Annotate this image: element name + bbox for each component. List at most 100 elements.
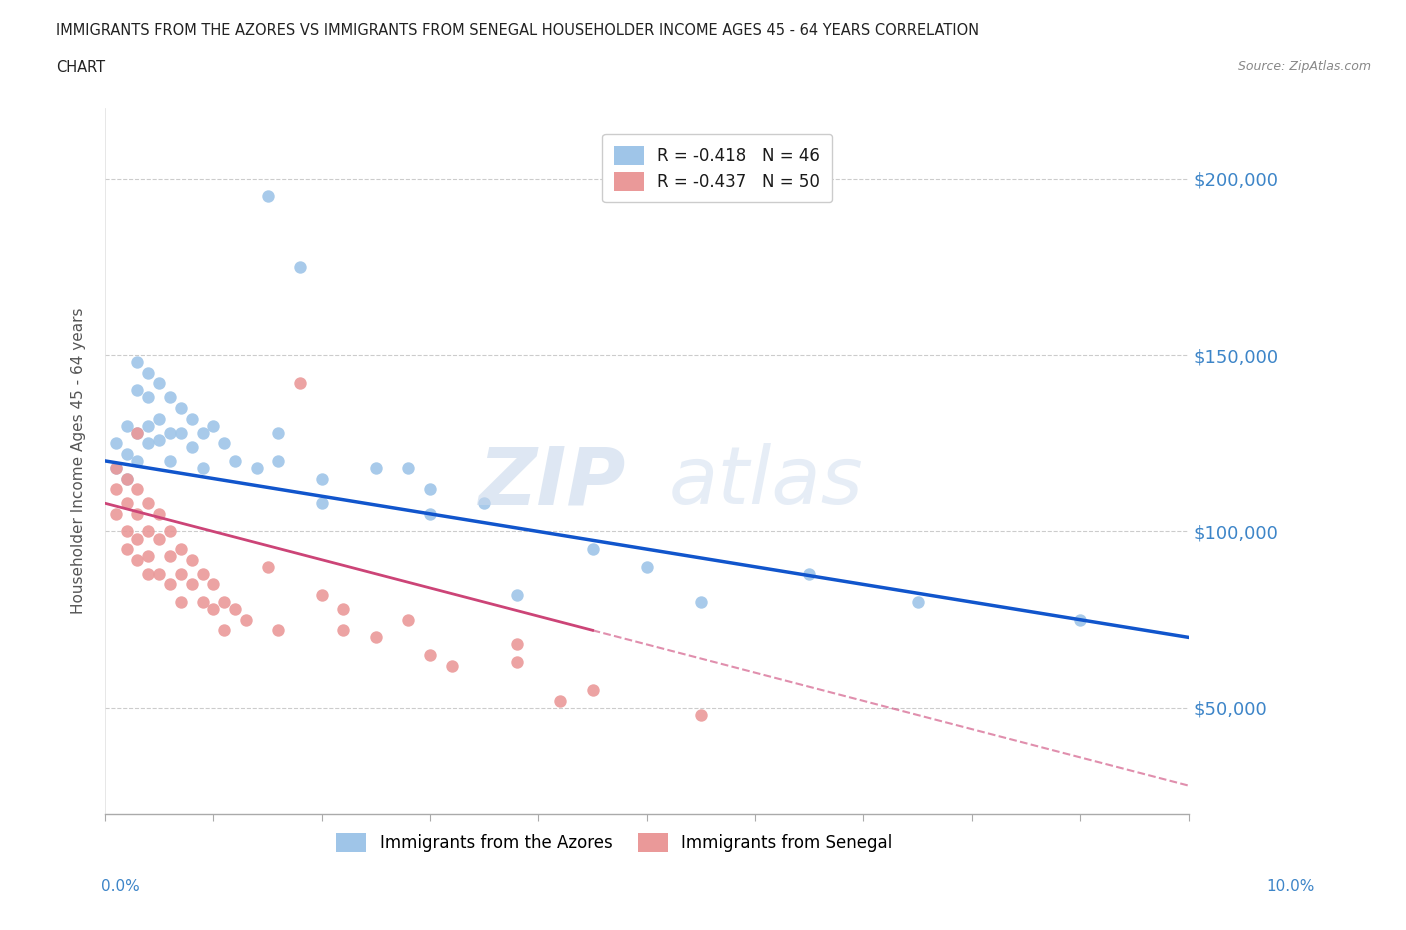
Point: [506, 637, 529, 652]
Point: [127, 383, 149, 398]
Point: [115, 446, 138, 461]
Point: [332, 602, 354, 617]
Point: [506, 655, 529, 670]
Point: [396, 612, 419, 627]
Point: [180, 552, 202, 567]
Legend: Immigrants from the Azores, Immigrants from Senegal: Immigrants from the Azores, Immigrants f…: [330, 826, 898, 858]
Point: [256, 189, 278, 204]
Text: IMMIGRANTS FROM THE AZORES VS IMMIGRANTS FROM SENEGAL HOUSEHOLDER INCOME AGES 45: IMMIGRANTS FROM THE AZORES VS IMMIGRANTS…: [56, 23, 980, 38]
Point: [191, 566, 214, 581]
Point: [180, 411, 202, 426]
Text: ZIP: ZIP: [478, 443, 626, 521]
Point: [159, 390, 181, 405]
Point: [170, 425, 193, 440]
Point: [288, 376, 311, 391]
Point: [472, 496, 495, 511]
Point: [636, 559, 658, 574]
Point: [267, 454, 290, 469]
Point: [104, 507, 127, 522]
Point: [127, 425, 149, 440]
Text: Source: ZipAtlas.com: Source: ZipAtlas.com: [1237, 60, 1371, 73]
Point: [148, 411, 170, 426]
Point: [690, 594, 713, 609]
Point: [104, 482, 127, 497]
Point: [440, 658, 463, 673]
Point: [148, 507, 170, 522]
Point: [159, 525, 181, 539]
Point: [136, 390, 159, 405]
Point: [180, 577, 202, 591]
Point: [364, 460, 387, 475]
Point: [396, 460, 419, 475]
Text: CHART: CHART: [56, 60, 105, 75]
Point: [581, 683, 603, 698]
Point: [907, 594, 929, 609]
Point: [148, 531, 170, 546]
Point: [799, 566, 821, 581]
Point: [224, 602, 246, 617]
Y-axis label: Householder Income Ages 45 - 64 years: Householder Income Ages 45 - 64 years: [72, 308, 86, 614]
Point: [212, 436, 235, 451]
Point: [127, 425, 149, 440]
Point: [127, 507, 149, 522]
Point: [212, 594, 235, 609]
Point: [170, 594, 193, 609]
Point: [104, 436, 127, 451]
Point: [136, 566, 159, 581]
Point: [311, 472, 333, 486]
Point: [127, 454, 149, 469]
Point: [235, 612, 257, 627]
Point: [332, 623, 354, 638]
Point: [267, 425, 290, 440]
Point: [288, 259, 311, 274]
Text: 10.0%: 10.0%: [1267, 879, 1315, 894]
Point: [159, 454, 181, 469]
Point: [136, 525, 159, 539]
Point: [364, 630, 387, 644]
Point: [104, 460, 127, 475]
Text: 0.0%: 0.0%: [101, 879, 141, 894]
Point: [127, 552, 149, 567]
Point: [690, 708, 713, 723]
Point: [115, 496, 138, 511]
Point: [191, 425, 214, 440]
Point: [104, 460, 127, 475]
Point: [506, 588, 529, 603]
Point: [159, 577, 181, 591]
Point: [136, 436, 159, 451]
Point: [212, 623, 235, 638]
Point: [548, 694, 571, 709]
Point: [148, 376, 170, 391]
Point: [1069, 612, 1091, 627]
Point: [191, 460, 214, 475]
Point: [202, 418, 225, 433]
Point: [136, 549, 159, 564]
Point: [202, 577, 225, 591]
Point: [115, 541, 138, 556]
Point: [311, 496, 333, 511]
Point: [136, 418, 159, 433]
Point: [115, 525, 138, 539]
Point: [136, 365, 159, 380]
Point: [115, 418, 138, 433]
Point: [180, 439, 202, 454]
Point: [170, 566, 193, 581]
Point: [127, 354, 149, 369]
Point: [419, 647, 441, 662]
Point: [191, 594, 214, 609]
Point: [159, 549, 181, 564]
Point: [170, 401, 193, 416]
Point: [136, 496, 159, 511]
Point: [170, 541, 193, 556]
Point: [224, 454, 246, 469]
Point: [581, 541, 603, 556]
Point: [115, 472, 138, 486]
Point: [127, 531, 149, 546]
Point: [115, 472, 138, 486]
Point: [256, 559, 278, 574]
Point: [148, 432, 170, 447]
Point: [202, 602, 225, 617]
Point: [246, 460, 269, 475]
Point: [311, 588, 333, 603]
Point: [127, 482, 149, 497]
